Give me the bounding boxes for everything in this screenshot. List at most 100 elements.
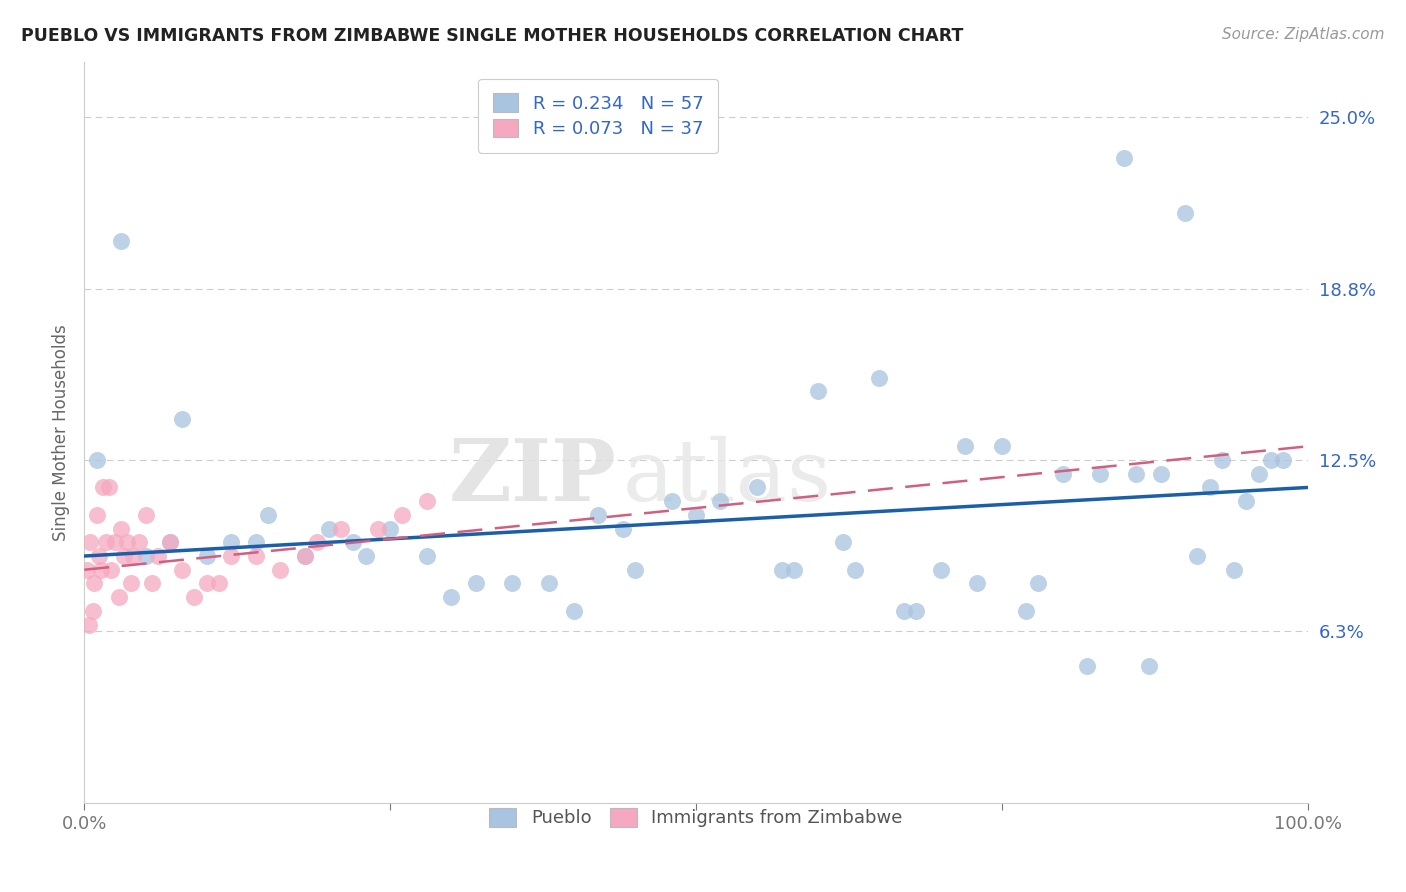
Point — [1015, 604, 1038, 618]
Point — [86, 453, 108, 467]
Point — [87, 549, 110, 563]
Point — [367, 522, 389, 536]
Point — [538, 576, 561, 591]
Point — [104, 535, 127, 549]
Point — [1088, 467, 1111, 481]
Point — [1125, 467, 1147, 481]
Point — [624, 563, 647, 577]
Point — [91, 480, 114, 494]
Point — [1198, 480, 1220, 494]
Point — [380, 522, 402, 536]
Point — [159, 535, 181, 549]
Point — [245, 535, 267, 549]
Point — [562, 604, 585, 618]
Point — [354, 549, 377, 563]
Point — [1187, 549, 1209, 563]
Point — [294, 549, 316, 563]
Point — [1174, 206, 1197, 220]
Legend: Pueblo, Immigrants from Zimbabwe: Pueblo, Immigrants from Zimbabwe — [478, 797, 914, 838]
Point — [330, 522, 353, 536]
Point — [953, 439, 976, 453]
Point — [1052, 467, 1074, 481]
Point — [1114, 152, 1136, 166]
Point — [685, 508, 707, 522]
Point — [1223, 563, 1246, 577]
Point — [90, 563, 112, 577]
Point — [464, 576, 486, 591]
Point — [112, 549, 135, 563]
Point — [172, 563, 194, 577]
Point — [135, 508, 157, 522]
Point — [1211, 453, 1233, 467]
Point — [120, 576, 142, 591]
Point — [807, 384, 830, 399]
Point — [107, 590, 129, 604]
Point — [97, 480, 120, 494]
Text: PUEBLO VS IMMIGRANTS FROM ZIMBABWE SINGLE MOTHER HOUSEHOLDS CORRELATION CHART: PUEBLO VS IMMIGRANTS FROM ZIMBABWE SINGL… — [21, 27, 963, 45]
Point — [905, 604, 928, 618]
Point — [269, 563, 291, 577]
Point — [342, 535, 364, 549]
Point — [208, 576, 231, 591]
Point — [502, 576, 524, 591]
Point — [844, 563, 866, 577]
Point — [831, 535, 853, 549]
Point — [1028, 576, 1050, 591]
Point — [318, 522, 340, 536]
Point — [991, 439, 1014, 453]
Point — [305, 535, 328, 549]
Point — [929, 563, 952, 577]
Point — [195, 549, 218, 563]
Point — [1236, 494, 1258, 508]
Point — [1137, 658, 1160, 673]
Point — [770, 563, 793, 577]
Point — [747, 480, 769, 494]
Point — [1272, 453, 1295, 467]
Point — [219, 535, 242, 549]
Point — [1260, 453, 1282, 467]
Point — [416, 494, 439, 508]
Point — [172, 412, 194, 426]
Point — [783, 563, 806, 577]
Point — [79, 535, 101, 549]
Point — [122, 549, 145, 563]
Point — [440, 590, 463, 604]
Point — [82, 604, 104, 618]
Point — [893, 604, 915, 618]
Point — [86, 508, 108, 522]
Point — [83, 576, 105, 591]
Point — [1247, 467, 1270, 481]
Text: Source: ZipAtlas.com: Source: ZipAtlas.com — [1222, 27, 1385, 42]
Point — [966, 576, 988, 591]
Point — [869, 371, 891, 385]
Point — [135, 549, 157, 563]
Point — [146, 549, 169, 563]
Point — [110, 234, 132, 248]
Text: ZIP: ZIP — [449, 435, 616, 519]
Point — [141, 576, 163, 591]
Point — [219, 549, 242, 563]
Point — [115, 535, 138, 549]
Point — [76, 563, 98, 577]
Point — [183, 590, 205, 604]
Point — [159, 535, 181, 549]
Point — [294, 549, 316, 563]
Point — [257, 508, 280, 522]
Point — [245, 549, 267, 563]
Point — [195, 576, 218, 591]
Point — [416, 549, 439, 563]
Point — [1150, 467, 1173, 481]
Point — [96, 535, 118, 549]
Point — [391, 508, 413, 522]
Point — [586, 508, 609, 522]
Point — [128, 535, 150, 549]
Point — [110, 522, 132, 536]
Point — [77, 617, 100, 632]
Text: atlas: atlas — [623, 435, 832, 518]
Point — [1076, 658, 1098, 673]
Point — [661, 494, 683, 508]
Point — [709, 494, 731, 508]
Y-axis label: Single Mother Households: Single Mother Households — [52, 325, 70, 541]
Point — [612, 522, 634, 536]
Point — [100, 563, 122, 577]
